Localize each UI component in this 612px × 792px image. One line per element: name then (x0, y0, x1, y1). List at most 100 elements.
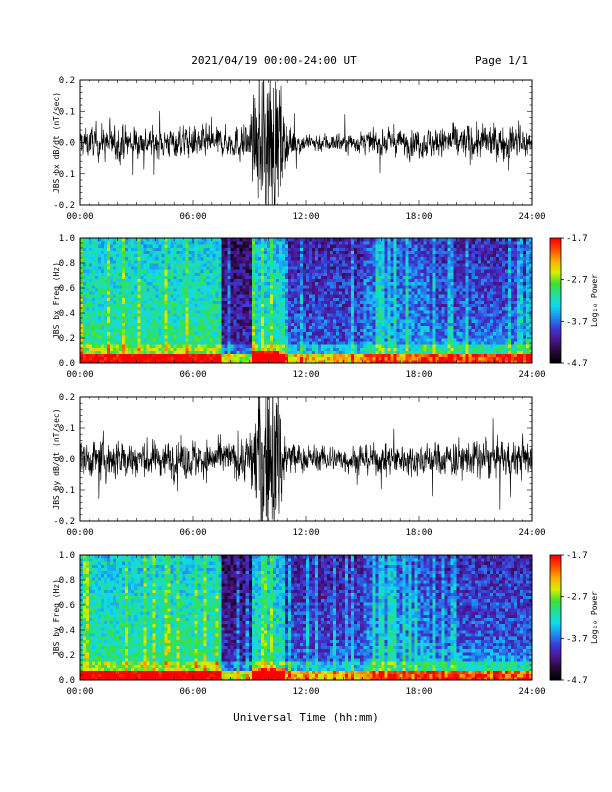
dbdt-trace (80, 80, 532, 205)
heatmap-cell (218, 247, 223, 251)
heatmap-cell (381, 300, 385, 305)
heatmap-cell (209, 325, 213, 330)
heatmap-cell (318, 244, 322, 248)
heatmap-cell (149, 250, 153, 255)
heatmap-cell (152, 297, 156, 301)
heatmap-cell (312, 341, 316, 345)
heatmap-cell (95, 269, 99, 273)
heatmap-cell (345, 319, 349, 323)
heatmap-cell (248, 306, 253, 311)
heatmap-cell (423, 244, 427, 248)
heatmap-cell (360, 253, 364, 258)
heatmap-cell (414, 353, 418, 358)
heatmap-cell (104, 297, 108, 301)
heatmap-cell (248, 359, 253, 364)
heatmap-cell (408, 294, 412, 298)
heatmap-cell (119, 319, 123, 323)
heatmap-cell (269, 331, 274, 336)
heatmap-cell (324, 359, 328, 364)
heatmap-cell (363, 288, 367, 292)
heatmap-cell (429, 263, 433, 267)
heatmap-cell (435, 253, 439, 258)
heatmap-cell (293, 322, 298, 326)
heatmap-cell (324, 263, 328, 267)
heatmap-cell (453, 341, 458, 345)
heatmap-cell (381, 238, 385, 242)
heatmap-cell (287, 350, 292, 355)
heatmap-cell (381, 247, 385, 251)
heatmap-cell (312, 306, 316, 311)
heatmap-cell (387, 313, 391, 317)
heatmap-cell (417, 331, 421, 336)
heatmap-cell (173, 300, 177, 305)
heatmap-cell (290, 303, 295, 308)
heatmap-cell (399, 306, 403, 311)
heatmap-cell (324, 325, 328, 330)
heatmap-cell (200, 284, 204, 289)
heatmap-cell (339, 259, 343, 264)
heatmap-cell (363, 331, 367, 336)
heatmap-cell (426, 278, 430, 283)
heatmap-cell (191, 319, 195, 323)
heatmap-cell (384, 263, 388, 267)
heatmap-cell (348, 266, 352, 270)
heatmap-cell (182, 338, 186, 342)
heatmap-cell (290, 359, 295, 364)
heatmap-cell (378, 284, 382, 289)
heatmap-cell (134, 309, 138, 314)
heatmap-cell (333, 269, 337, 273)
heatmap-cell (287, 297, 292, 301)
heatmap-cell (333, 347, 337, 351)
heatmap-cell (402, 294, 406, 298)
heatmap-cell (80, 350, 84, 355)
heatmap-cell (104, 319, 108, 323)
heatmap-cell (110, 272, 114, 276)
heatmap-cell (260, 338, 265, 342)
heatmap-cell (212, 256, 216, 261)
heatmap-cell (131, 350, 135, 355)
heatmap-cell (173, 281, 177, 286)
heatmap-cell (321, 284, 325, 289)
heatmap-cell (444, 331, 449, 336)
heatmap-cell (324, 356, 328, 361)
heatmap-cell (158, 325, 162, 330)
heatmap-cell (248, 353, 253, 358)
heatmap-cell (116, 309, 120, 314)
heatmap-cell (333, 253, 337, 258)
heatmap-cell (170, 238, 174, 242)
heatmap-cell (447, 244, 452, 248)
heatmap-cell (215, 272, 220, 276)
heatmap-cell (387, 250, 391, 255)
heatmap-cell (408, 284, 412, 289)
heatmap-cell (405, 247, 409, 251)
heatmap-cell (158, 244, 162, 248)
heatmap-cell (161, 309, 165, 314)
heatmap-cell (306, 266, 310, 270)
heatmap-cell (146, 322, 150, 326)
heatmap-cell (287, 344, 292, 348)
heatmap-cell (95, 278, 99, 283)
heatmap-cell (134, 334, 138, 339)
heatmap-cell (318, 288, 322, 292)
heatmap-cell (236, 288, 241, 292)
heatmap-cell (327, 253, 331, 258)
heatmap-cell (173, 291, 177, 295)
heatmap-cell (203, 359, 207, 364)
heatmap-cell (200, 300, 204, 305)
heatmap-cell (203, 303, 207, 308)
heatmap-cell (363, 238, 367, 242)
heatmap-cell (354, 272, 358, 276)
heatmap-cell (182, 253, 186, 258)
heatmap-cell (284, 256, 289, 261)
heatmap-cell (432, 272, 436, 276)
heatmap-cell (92, 306, 96, 311)
heatmap-cell (119, 344, 123, 348)
heatmap-cell (98, 244, 102, 248)
heatmap-cell (441, 316, 446, 320)
heatmap-cell (203, 300, 207, 305)
heatmap-cell (405, 241, 409, 245)
heatmap-cell (119, 266, 123, 270)
heatmap-cell (209, 297, 213, 301)
heatmap-cell (197, 247, 201, 251)
heatmap-cell (369, 297, 373, 301)
